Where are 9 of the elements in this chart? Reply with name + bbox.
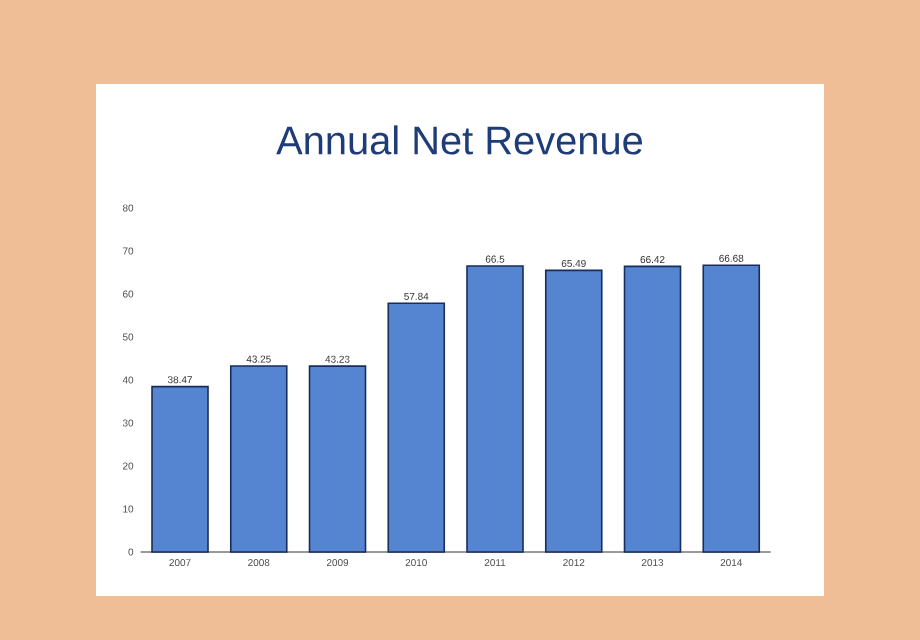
bar — [544, 269, 603, 553]
bar — [387, 302, 446, 553]
bar — [151, 385, 209, 553]
bar — [229, 365, 288, 553]
bar — [702, 264, 761, 553]
bar — [308, 365, 367, 553]
bar — [466, 265, 524, 553]
chart-title: Annual Net Revenue — [276, 125, 643, 155]
bar — [623, 265, 682, 553]
